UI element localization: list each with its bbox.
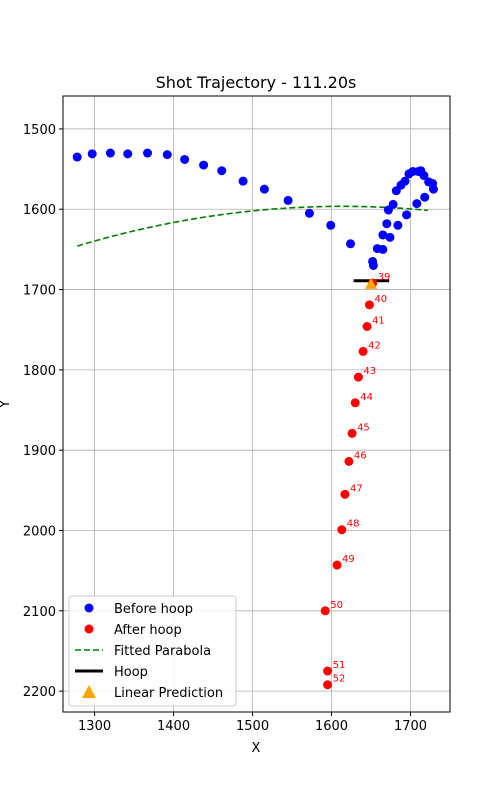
point-index-label: 41 [372, 315, 385, 326]
linear-prediction-points [365, 277, 378, 289]
before-hoop-point [217, 166, 227, 176]
point-index-label: 39 [378, 272, 391, 283]
x-tick-label: 1600 [315, 719, 348, 734]
legend-label: After hoop [114, 623, 182, 638]
before-hoop-point [345, 239, 355, 249]
point-index-label: 44 [360, 392, 373, 403]
y-axis-label: Y [0, 400, 13, 409]
before-hoop-point [385, 232, 395, 242]
after-hoop-point [362, 321, 372, 331]
x-tick-label: 1400 [157, 719, 190, 734]
legend-marker [82, 685, 96, 698]
before-hoop-point [378, 230, 388, 240]
point-index-label: 47 [350, 483, 363, 494]
after-hoop-point [358, 346, 368, 356]
point-index-label: 51 [333, 660, 346, 671]
point-index-label: 48 [347, 519, 360, 530]
point-index-label: 40 [374, 294, 387, 305]
before-hoop-point [428, 184, 438, 194]
y-tick-label: 2000 [23, 524, 56, 539]
after-hoop-point [323, 666, 333, 676]
after-hoop-point [337, 525, 347, 535]
plot-frame [62, 95, 451, 713]
before-hoop-point [72, 152, 82, 162]
before-hoop-point [400, 176, 410, 186]
after-hoop-point [364, 300, 374, 310]
before-hoop-point [162, 150, 172, 160]
y-tick-label: 2200 [23, 685, 56, 700]
before-hoop-point [326, 220, 336, 230]
after-hoop-point [323, 680, 333, 690]
before-hoop-point [123, 149, 133, 159]
before-hoop-point [368, 260, 378, 270]
after-hoop-point [332, 560, 342, 570]
after-hoop-point [350, 398, 360, 408]
before-hoop-point [304, 208, 314, 218]
legend-marker [84, 603, 94, 613]
legend: Before hoop After hoop Fitted Parabola Hoop… [68, 595, 237, 707]
legend-marker [84, 624, 94, 634]
legend-box [68, 595, 237, 707]
y-tick-label: 1700 [23, 284, 56, 299]
before-hoop-point [105, 148, 115, 158]
y-tick-label: 1800 [23, 364, 56, 379]
y-tick-label: 1600 [23, 203, 56, 218]
legend-label: Linear Prediction [114, 686, 223, 701]
after-hoop-points: 39 40 41 42 43 44 45 46 47 48 49 50 51 52 [320, 272, 391, 690]
point-index-label: 46 [354, 450, 367, 461]
point-index-label: 50 [330, 600, 343, 611]
after-hoop-point [344, 456, 354, 466]
before-hoop-points [72, 148, 438, 270]
point-index-label: 43 [363, 366, 376, 377]
after-hoop-point [340, 489, 350, 499]
legend-label: Before hoop [114, 602, 193, 617]
legend-label: Fitted Parabola [114, 644, 211, 659]
axis-ticks: 1300 1400 1500 1600 1700 1500 1600 1700 1800 1900… [23, 123, 427, 734]
point-index-label: 52 [333, 674, 346, 685]
before-hoop-point [388, 199, 398, 209]
before-hoop-point [199, 160, 209, 170]
chart-title: Shot Trajectory - 111.20s [156, 73, 357, 92]
linear-prediction-point [365, 277, 378, 289]
x-tick-label: 1700 [394, 719, 427, 734]
before-hoop-point [393, 220, 403, 230]
before-hoop-point [143, 148, 153, 158]
point-index-label: 42 [368, 340, 381, 351]
y-tick-label: 1900 [23, 444, 56, 459]
x-tick-label: 1500 [236, 719, 269, 734]
before-hoop-point [259, 184, 269, 194]
before-hoop-point [382, 219, 392, 229]
after-hoop-point [320, 606, 330, 616]
after-hoop-point [347, 428, 357, 438]
before-hoop-point [420, 192, 430, 202]
x-axis-label: X [252, 741, 261, 756]
y-tick-label: 2100 [23, 605, 56, 620]
x-tick-label: 1300 [78, 719, 111, 734]
before-hoop-point [238, 176, 248, 186]
before-hoop-point [419, 171, 429, 181]
before-hoop-point [87, 149, 97, 159]
before-hoop-point [283, 195, 293, 205]
y-tick-label: 1500 [23, 123, 56, 138]
before-hoop-point [378, 244, 388, 254]
point-index-label: 45 [357, 422, 370, 433]
point-index-label: 49 [342, 554, 355, 565]
before-hoop-point [180, 154, 190, 164]
after-hoop-point [353, 372, 363, 382]
legend-label: Hoop [114, 665, 148, 680]
before-hoop-point [402, 210, 412, 220]
before-hoop-point [412, 199, 422, 209]
